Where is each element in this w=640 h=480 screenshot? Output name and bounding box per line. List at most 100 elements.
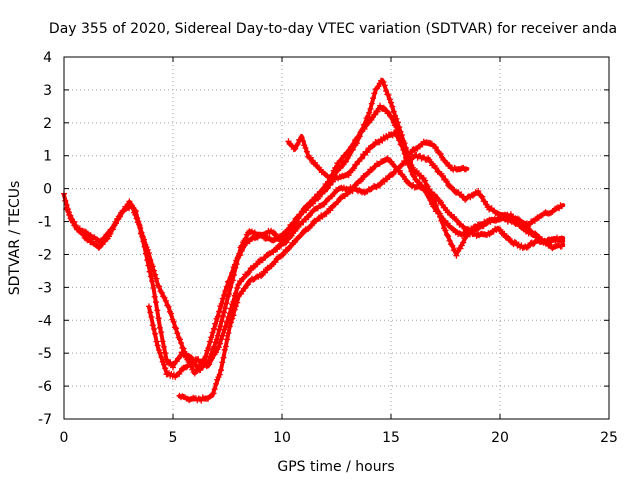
data-point-marker <box>146 268 153 275</box>
data-point-marker <box>246 269 253 276</box>
data-point-marker <box>206 338 213 345</box>
data-point-marker <box>460 239 467 246</box>
data-point-marker <box>219 332 226 339</box>
data-point-marker <box>222 305 229 312</box>
data-point-marker <box>285 138 292 145</box>
data-point-marker <box>218 336 225 343</box>
data-point-marker <box>292 239 299 245</box>
data-point-marker <box>153 275 160 282</box>
data-point-marker <box>364 149 371 156</box>
data-point-marker <box>379 77 386 84</box>
data-point-marker <box>152 271 159 278</box>
data-point-marker <box>229 315 236 322</box>
data-point-marker <box>226 323 233 330</box>
data-point-marker <box>349 188 356 195</box>
data-point-marker <box>218 300 225 307</box>
data-point-marker <box>254 261 261 268</box>
data-point-marker <box>171 324 178 331</box>
y-tick-label: -2 <box>38 247 52 263</box>
data-point-marker <box>453 217 460 224</box>
data-point-marker <box>235 281 242 288</box>
data-point-marker <box>354 134 361 140</box>
data-point-marker <box>232 303 239 310</box>
data-point-marker <box>511 239 518 245</box>
data-point-marker <box>139 233 146 240</box>
data-point-marker <box>226 277 233 284</box>
data-point-marker <box>303 148 310 155</box>
data-point-marker <box>283 239 290 246</box>
data-point-marker <box>408 168 415 175</box>
data-point-marker <box>288 142 295 149</box>
data-point-marker <box>278 242 285 249</box>
data-point-marker <box>222 288 229 294</box>
data-point-marker <box>208 334 215 341</box>
data-point-marker <box>436 150 443 157</box>
data-point-marker <box>62 197 69 204</box>
data-series <box>61 77 566 404</box>
data-point-marker <box>506 236 513 242</box>
data-point-marker <box>343 158 349 165</box>
data-point-marker <box>210 390 217 397</box>
x-tick-label: 5 <box>169 430 178 446</box>
data-point-marker <box>333 164 340 171</box>
y-tick-label: -3 <box>38 280 52 296</box>
data-point-marker <box>179 393 186 400</box>
data-point-marker <box>227 319 234 326</box>
data-point-marker <box>388 99 394 106</box>
data-point-marker <box>147 309 154 316</box>
data-point-marker <box>65 209 72 216</box>
x-tick-label: 10 <box>273 430 291 446</box>
data-point-marker <box>217 340 224 347</box>
data-point-marker <box>361 126 368 132</box>
y-tick-label: -6 <box>38 379 52 395</box>
data-point-marker <box>153 299 159 306</box>
data-point-marker <box>217 323 224 330</box>
data-point-marker <box>210 325 217 332</box>
data-point-marker <box>328 173 335 180</box>
data-point-marker <box>516 216 523 223</box>
data-point-marker <box>113 220 119 227</box>
data-point-marker <box>162 365 169 372</box>
data-point-marker <box>187 360 194 367</box>
data-point-marker <box>292 145 299 152</box>
data-point-marker <box>205 345 212 352</box>
data-point-marker <box>168 310 175 317</box>
data-point-marker <box>389 115 396 122</box>
data-point-marker <box>346 147 353 154</box>
data-point-marker <box>218 367 224 374</box>
data-point-marker <box>158 329 165 336</box>
data-point-marker <box>211 386 218 393</box>
data-point-marker <box>397 135 403 142</box>
data-point-marker <box>288 232 295 239</box>
data-point-marker <box>147 256 154 263</box>
data-point-marker <box>154 307 161 314</box>
data-point-marker <box>230 312 237 319</box>
data-point-marker <box>216 326 223 333</box>
data-point-marker <box>482 198 488 205</box>
data-point-marker <box>227 305 234 312</box>
data-point-marker <box>400 143 407 150</box>
data-point-marker <box>350 141 357 148</box>
data-point-marker <box>307 223 314 229</box>
data-point-marker <box>152 330 159 337</box>
data-point-marker <box>380 79 387 85</box>
plot-frame <box>63 56 610 420</box>
y-tick-label: 1 <box>43 149 52 165</box>
data-point-marker <box>156 324 163 331</box>
data-point-marker <box>447 183 454 190</box>
data-point-marker <box>341 159 348 166</box>
data-point-marker <box>470 192 476 199</box>
data-point-marker <box>180 345 187 352</box>
data-point-marker <box>151 267 157 274</box>
data-point-marker <box>219 359 226 366</box>
data-point-marker <box>558 235 565 242</box>
data-point-marker <box>225 314 232 321</box>
data-point-marker <box>443 178 450 185</box>
data-point-marker <box>371 164 378 170</box>
data-point-marker <box>138 229 145 236</box>
data-point-marker <box>389 171 396 178</box>
data-point-marker <box>149 322 156 329</box>
data-point-marker <box>146 250 152 256</box>
series-track <box>176 151 566 404</box>
